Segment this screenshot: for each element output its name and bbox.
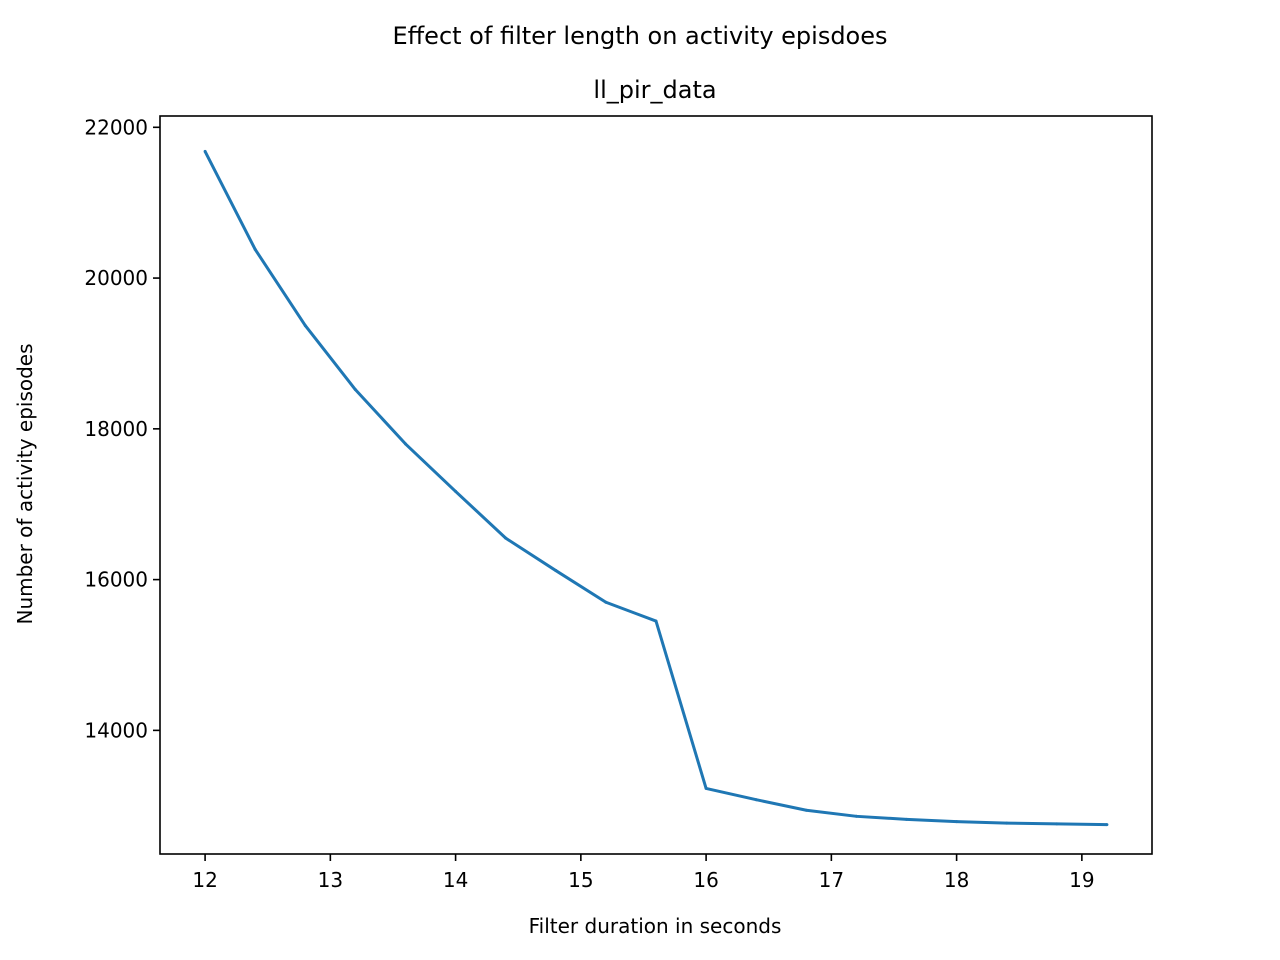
x-axis-label: Filter duration in seconds (529, 914, 782, 938)
data-point (203, 149, 207, 153)
plot-series (203, 149, 1109, 827)
data-point (905, 817, 909, 821)
data-point (303, 324, 307, 328)
data-point (854, 814, 858, 818)
data-point (654, 619, 658, 623)
x-tick-label: 13 (318, 868, 343, 892)
y-tick-label: 22000 (84, 115, 148, 139)
x-tick-label: 12 (192, 868, 217, 892)
data-point (1055, 822, 1059, 826)
data-point (504, 536, 508, 540)
data-point (253, 247, 257, 251)
data-point (1105, 823, 1109, 827)
x-tick-label: 17 (819, 868, 844, 892)
data-point (804, 808, 808, 812)
x-tick-label: 14 (443, 868, 468, 892)
data-point (704, 786, 708, 790)
data-point (955, 820, 959, 824)
y-tick-label: 18000 (84, 417, 148, 441)
x-axis-ticks: 12 13 14 15 16 17 18 19 (192, 854, 1095, 892)
x-tick-label: 15 (568, 868, 593, 892)
y-tick-label: 20000 (84, 266, 148, 290)
x-tick-label: 18 (944, 868, 969, 892)
y-axis-ticks: 14000 16000 18000 20000 22000 (84, 115, 160, 742)
data-point (1005, 821, 1009, 825)
data-point (353, 388, 357, 392)
x-tick-label: 16 (693, 868, 718, 892)
data-point (754, 798, 758, 802)
data-point (454, 489, 458, 493)
y-tick-label: 14000 (84, 718, 148, 742)
x-tick-label: 19 (1069, 868, 1094, 892)
plot-area-frame (159, 115, 1153, 855)
data-point (604, 600, 608, 604)
y-axis-label: Number of activity episodes (13, 343, 37, 624)
y-tick-label: 16000 (84, 568, 148, 592)
data-point (554, 569, 558, 573)
data-point (403, 442, 407, 446)
figure-suptitle: Effect of filter length on activity epis… (392, 22, 887, 50)
chart-title: ll_pir_data (593, 76, 716, 104)
